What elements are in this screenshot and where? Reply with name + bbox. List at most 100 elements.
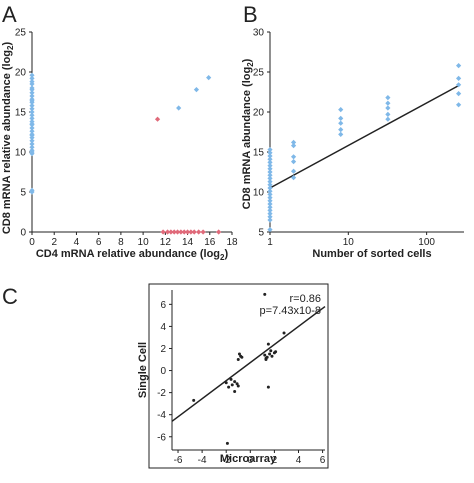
panel-a-point [206, 75, 212, 81]
panel-a-point [29, 132, 35, 138]
panel-a-y-tick-label: 10 [15, 148, 27, 159]
panel-c-point [282, 331, 286, 335]
panel-c-point [227, 385, 231, 389]
panel-b-point [267, 169, 273, 175]
panel-c-point [266, 385, 270, 389]
panel-c-frame [148, 283, 329, 469]
panel-b-point [338, 115, 344, 121]
panel-b-y-label: CD8 mRNA abundance (log2) [241, 58, 255, 209]
panel-b-point [267, 172, 273, 178]
panel-c-fit-line-segment [171, 305, 326, 422]
panel-a-point [29, 106, 35, 112]
panel-c-point [269, 349, 273, 353]
panel-a-point [29, 125, 35, 131]
panel-b-point [267, 150, 273, 156]
panel-a-point [29, 189, 35, 195]
panel-b-point [267, 166, 273, 172]
panel-a-y-ticks: 0 5 10 15 20 25 [15, 28, 32, 239]
panel-b-point [267, 191, 273, 197]
panel-b-point [267, 201, 273, 207]
panel-a-point [29, 138, 35, 144]
panel-c-x-tick-label: 0 [248, 455, 254, 466]
panel-b-point [290, 175, 297, 181]
panel-a-point [160, 229, 166, 235]
panel-c-point [233, 380, 237, 384]
panel-b-point [267, 204, 273, 210]
panel-b-point [267, 179, 273, 185]
panel-b-point [385, 105, 391, 111]
panel-a-x-ticks: 0 2 4 6 8 10 12 14 16 18 [29, 232, 238, 248]
panel-c-y-tick-label: 4 [160, 322, 166, 333]
panel-a-point [29, 72, 35, 78]
panel-c-point [225, 441, 229, 445]
panel-a-x-label: CD4 mRNA relative abundance (log2) [36, 248, 229, 262]
panel-a-point [181, 229, 187, 235]
panel-a-chart: 0 2 4 6 8 10 12 14 16 18 0 5 10 15 20 25 CD4 mRNA rela… [1, 28, 238, 263]
panel-c-point [268, 352, 272, 356]
panel-a-point [29, 121, 35, 127]
panel-c-point [264, 358, 268, 362]
panel-b-point [267, 147, 273, 153]
panel-b-point [385, 100, 391, 106]
panel-c-y-tick-label: -2 [157, 388, 166, 399]
panel-b-y-tick-label: 20 [253, 108, 265, 119]
panel-a-point [29, 112, 35, 118]
panel-c-point [236, 384, 240, 388]
panel-b-x-tick-label: 100 [418, 237, 435, 248]
panel-b-y-tick-label: 5 [258, 228, 264, 239]
panel-b-point [267, 159, 273, 165]
panel-a-point [171, 229, 177, 235]
panel-c-points [192, 292, 286, 445]
panel-c-point [230, 383, 234, 387]
panel-letter-c: C [2, 284, 18, 309]
panel-a-point [191, 229, 197, 235]
panel-b-point [290, 168, 297, 174]
panel-b-point [267, 182, 273, 188]
panel-a-point [29, 93, 35, 99]
panel-a-point [29, 128, 35, 134]
panel-b-point [338, 107, 344, 113]
panel-a-x-tick-label: 6 [96, 237, 102, 248]
panel-c-x-label: Microarray [220, 453, 277, 465]
panel-b-x-ticks: 1 10 100 [267, 232, 435, 248]
panel-c-y-tick-label: -4 [157, 410, 166, 421]
panel-b-point [290, 154, 297, 160]
panel-b-point [267, 207, 273, 213]
panel-c-x-tick-label: -2 [222, 455, 231, 466]
panel-a-points [29, 72, 222, 235]
panel-c-p-annotation: p=7.43x10-8 [260, 305, 321, 317]
panel-c-point [236, 358, 240, 362]
panel-a-point [29, 144, 35, 150]
panel-a-y-tick-label: 0 [20, 228, 26, 239]
panel-a-point [29, 149, 35, 155]
panel-a-point [29, 79, 35, 85]
panel-b-fit-line-segment [269, 84, 459, 189]
panel-c-y-tick-label: 2 [160, 344, 166, 355]
panel-c-point [224, 381, 228, 385]
panel-b-fit-line [269, 84, 459, 189]
panel-a-point [196, 229, 202, 235]
panel-a-x-tick-label: 4 [74, 237, 80, 248]
panel-a-point [168, 229, 174, 235]
panel-a-point [29, 141, 35, 147]
panel-b-point [267, 217, 273, 223]
panel-b-point [267, 198, 273, 204]
panel-a-x-tick-label: 10 [138, 237, 150, 248]
panel-a-point [178, 229, 184, 235]
panel-a-y-tick-label: 15 [15, 108, 27, 119]
panel-a-point [29, 75, 35, 81]
panel-c-point [240, 355, 244, 359]
panel-c-y-tick-label: 6 [160, 300, 166, 311]
panel-a-point [29, 90, 35, 96]
panel-b-x-tick-label: 10 [343, 237, 355, 248]
panel-b-point [267, 185, 273, 191]
panel-c-fit-line [171, 305, 326, 422]
panel-b-points [267, 63, 462, 233]
panel-a-x-tick-label: 14 [182, 237, 194, 248]
panel-c-point [270, 354, 274, 358]
panel-b-chart: 1 10 100 5 10 15 20 25 30 Number of sorted cell… [241, 28, 464, 260]
panel-c-x-tick-label: 2 [272, 455, 278, 466]
panel-b-point [385, 111, 391, 117]
panel-b-y-ticks: 5 10 15 20 25 30 [253, 28, 270, 239]
